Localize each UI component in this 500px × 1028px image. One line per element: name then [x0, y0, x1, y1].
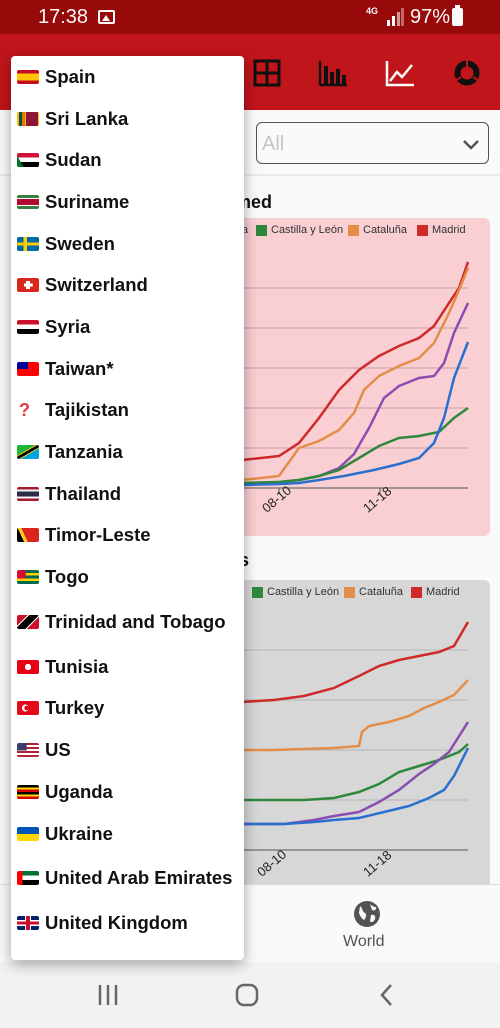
country-label: Tajikistan — [45, 399, 235, 421]
country-option-tunisia[interactable]: Tunisia — [11, 646, 244, 688]
flag-lk-icon — [17, 112, 39, 126]
country-option-timor-leste[interactable]: Timor-Leste — [11, 515, 244, 557]
flag-sy-icon — [17, 320, 39, 334]
country-label: Tanzania — [45, 441, 235, 463]
country-option-syria[interactable]: Syria — [11, 306, 244, 348]
country-label: US — [45, 739, 235, 761]
country-label: Spain — [45, 66, 235, 88]
country-label: Trinidad and Tobago — [45, 611, 235, 633]
country-option-tajikistan[interactable]: ? Tajikistan — [11, 390, 244, 432]
home-icon[interactable] — [234, 982, 260, 1008]
country-option-trinidad-and-tobago[interactable]: Trinidad and Tobago — [11, 598, 244, 646]
country-label: Ukraine — [45, 823, 235, 845]
flag-us-icon — [17, 743, 39, 757]
flag-ch-icon — [17, 278, 39, 292]
country-option-ukraine[interactable]: Ukraine — [11, 813, 244, 855]
country-label: United Arab Emirates — [45, 867, 235, 889]
country-label: Tunisia — [45, 656, 235, 678]
flag-sd-icon — [17, 153, 39, 167]
flag-ae-icon — [17, 871, 39, 885]
flag-tz-icon — [17, 445, 39, 459]
country-option-suriname[interactable]: Suriname — [11, 181, 244, 223]
country-option-thailand[interactable]: Thailand — [11, 473, 244, 515]
country-option-united-kingdom[interactable]: United Kingdom — [11, 902, 244, 944]
country-label: Taiwan* — [45, 358, 235, 380]
country-option-sweden[interactable]: Sweden — [11, 223, 244, 265]
flag-th-icon — [17, 487, 39, 501]
flag-sr-icon — [17, 195, 39, 209]
country-option-switzerland[interactable]: Switzerland — [11, 264, 244, 306]
country-label: Uganda — [45, 781, 235, 803]
country-label: Togo — [45, 566, 235, 588]
system-navigation-bar — [0, 962, 500, 1028]
country-label: Switzerland — [45, 274, 235, 296]
flag-tr-icon — [17, 701, 39, 715]
country-option-togo[interactable]: Togo — [11, 556, 244, 598]
country-option-taiwan[interactable]: Taiwan* — [11, 348, 244, 390]
country-option-tanzania[interactable]: Tanzania — [11, 431, 244, 473]
country-option-sudan[interactable]: Sudan — [11, 139, 244, 181]
country-option-us[interactable]: US — [11, 729, 244, 771]
country-label: Sweden — [45, 233, 235, 255]
country-option-turkey[interactable]: Turkey — [11, 688, 244, 730]
flag-tt-icon — [17, 615, 39, 629]
flag-tg-icon — [17, 570, 39, 584]
country-label: Suriname — [45, 191, 235, 213]
country-label: United Kingdom — [45, 912, 235, 934]
country-option-united-arab-emirates[interactable]: United Arab Emirates — [11, 854, 244, 902]
flag-gb-icon — [17, 916, 39, 930]
country-label: Sudan — [45, 149, 235, 171]
country-label: Thailand — [45, 483, 235, 505]
country-label: Sri Lanka — [45, 108, 235, 130]
country-label: Turkey — [45, 697, 235, 719]
flag-tw-icon — [17, 362, 39, 376]
flag-tn-icon — [17, 660, 39, 674]
country-option-spain[interactable]: Spain — [11, 56, 244, 98]
country-label: Timor-Leste — [45, 524, 235, 546]
flag-ua-icon — [17, 827, 39, 841]
flag-se-icon — [17, 237, 39, 251]
question-mark-icon: ? — [19, 400, 30, 421]
country-list: Spain Sri Lanka Sudan Suriname Sweden Sw… — [11, 56, 244, 944]
country-dropdown: Spain Sri Lanka Sudan Suriname Sweden Sw… — [11, 56, 244, 960]
flag-ug-icon — [17, 785, 39, 799]
back-icon[interactable] — [374, 982, 400, 1008]
country-label: Syria — [45, 316, 235, 338]
recent-apps-icon[interactable] — [95, 982, 121, 1008]
country-option-uganda[interactable]: Uganda — [11, 771, 244, 813]
country-option-sri-lanka[interactable]: Sri Lanka — [11, 98, 244, 140]
flag-es-icon — [17, 70, 39, 84]
flag-tl-icon — [17, 528, 39, 542]
